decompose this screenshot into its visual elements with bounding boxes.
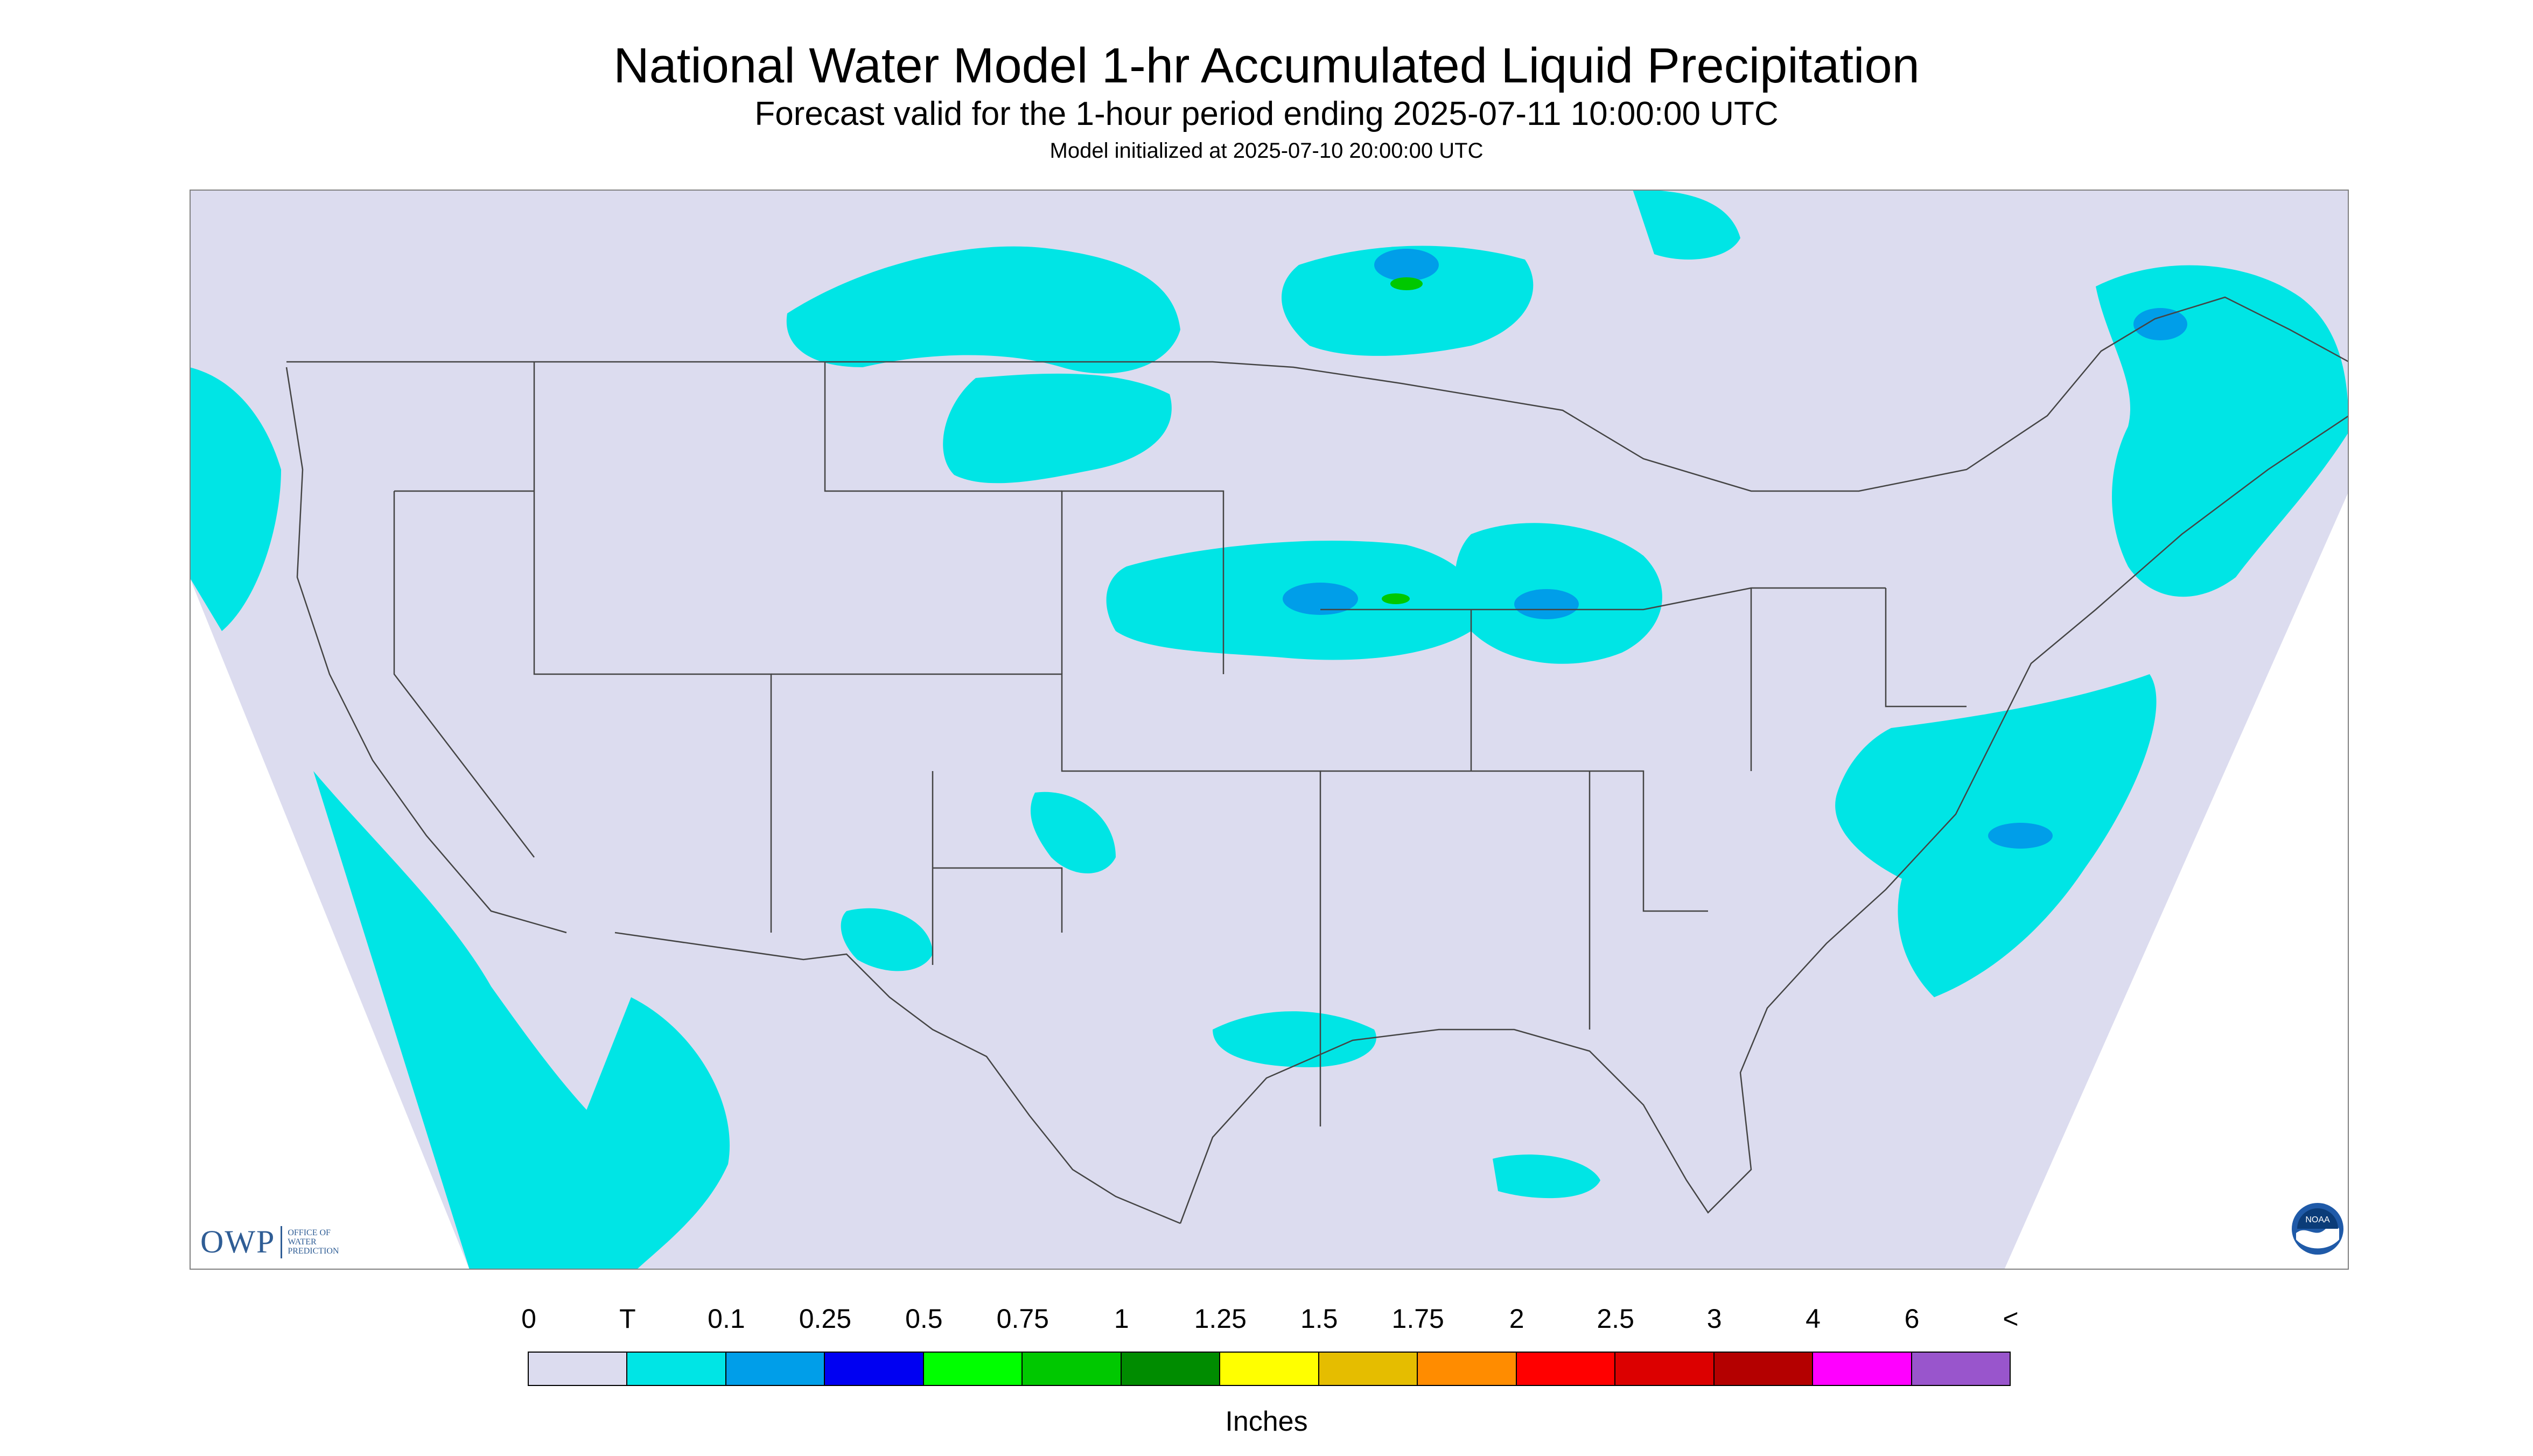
owp-logo-subtext: OFFICE OF WATER PREDICTION (288, 1228, 339, 1256)
gulf-coast-line (1179, 415, 2349, 1224)
precip-heavy-layer (1382, 277, 1423, 604)
legend-tick-label: 4 (1806, 1304, 1821, 1334)
legend-units: Inches (1225, 1406, 1308, 1437)
noaa-logo: NOAA (2292, 1203, 2343, 1255)
precip-manitoba (1281, 246, 1534, 356)
legend-tick-label: 3 (1706, 1304, 1722, 1334)
owp-logo-line-1: OFFICE OF (288, 1228, 331, 1237)
owp-logo-line-3: PREDICTION (288, 1247, 339, 1256)
precip-trace-layer (190, 190, 2349, 1270)
legend-swatch (725, 1352, 825, 1386)
legend-swatch (1021, 1352, 1122, 1386)
legend-swatches (528, 1352, 2011, 1387)
legend-swatch (1713, 1352, 1814, 1386)
state-lines-10 (932, 771, 1063, 965)
legend-swatch (824, 1352, 924, 1386)
model-init-time: Model initialized at 2025-07-10 20:00:00… (1049, 139, 1484, 163)
map-title: National Water Model 1-hr Accumulated Li… (613, 38, 1920, 93)
state-lines-5 (1320, 770, 1708, 912)
legend-swatch (1812, 1352, 1912, 1386)
owp-logo: OWP OFFICE OF WATER PREDICTION (200, 1223, 339, 1261)
precip-core-3 (1514, 589, 1579, 619)
precip-moderate-layer (1283, 249, 2187, 849)
state-lines-9 (393, 490, 535, 858)
west-coast (285, 367, 567, 934)
legend-tick-label: 0.1 (708, 1304, 745, 1334)
precip-core-1 (1374, 249, 1439, 281)
precip-new-england (2096, 265, 2349, 597)
state-lines-6 (1320, 587, 1886, 611)
no-data-wedge-right (2004, 491, 2349, 1270)
owp-logo-divider (281, 1226, 283, 1258)
legend-tick-label: < (2003, 1304, 2019, 1334)
state-lines-3 (1061, 490, 1224, 674)
us-canada-border (286, 296, 2349, 492)
precip-new-mexico (1030, 792, 1116, 873)
precip-legend: 0 T 0.1 0.25 0.5 0.75 1 1.25 1.5 1.75 2 2.5 3 4 6 < (521, 1303, 2019, 1389)
legend-tick-label: 0.75 (996, 1304, 1049, 1334)
precip-montana-north (786, 246, 1180, 374)
legend-tick-label: 1.5 (1300, 1304, 1338, 1334)
precip-heavy-1 (1390, 277, 1423, 290)
precip-ontario-north (1633, 190, 1740, 260)
no-data-wedge-left (190, 190, 470, 1270)
state-lines-4 (824, 362, 1062, 492)
precip-north-dakota (943, 373, 1172, 484)
us-mexico-border (614, 932, 1181, 1224)
state-lines-1 (533, 362, 772, 933)
state-lines-11 (1750, 588, 1967, 771)
legend-tick-label: 0.25 (799, 1304, 852, 1334)
boundary-lines (285, 296, 2349, 1224)
precip-core-2 (1283, 583, 1358, 615)
precipitation-map: OWP OFFICE OF WATER PREDICTION NOAA (190, 190, 2349, 1270)
noaa-logo-mark: NOAA (2305, 1215, 2330, 1224)
map-frame (190, 190, 2349, 1270)
precip-gulf-coast (1213, 1011, 1376, 1067)
legend-tick-label: 2 (1509, 1304, 1524, 1334)
map-canvas (190, 190, 2349, 1270)
precip-core-5 (1988, 823, 2053, 849)
legend-swatch (1417, 1352, 1517, 1386)
legend-tick-label: 1 (1114, 1304, 1129, 1334)
legend-swatch (1120, 1352, 1221, 1386)
legend-tick-label: 1.75 (1391, 1304, 1444, 1334)
owp-logo-line-2: WATER (288, 1237, 317, 1247)
precip-core-4 (2133, 308, 2187, 340)
legend-swatch (1911, 1352, 2011, 1386)
legend-tick-label: 1.25 (1194, 1304, 1247, 1334)
owp-logo-mark: OWP (200, 1224, 276, 1259)
map-subtitle: Forecast valid for the 1-hour period end… (754, 95, 1779, 132)
legend-swatch (922, 1352, 1023, 1386)
precip-pacific (190, 367, 281, 631)
legend-swatch (528, 1352, 628, 1386)
legend-swatch (1515, 1352, 1616, 1386)
legend-tick-label: 0 (521, 1304, 536, 1334)
precip-florida-keys (1493, 1154, 1600, 1199)
legend-tick-label: 0.5 (905, 1304, 943, 1334)
legend-swatch (626, 1352, 726, 1386)
precip-texas-west (841, 908, 933, 971)
legend-swatch (1318, 1352, 1418, 1386)
precip-baja (523, 997, 730, 1270)
legend-tick-label: 2.5 (1597, 1304, 1634, 1334)
legend-swatch (1219, 1352, 1319, 1386)
state-lines-2 (771, 673, 1321, 1126)
legend-tick-label: 6 (1904, 1304, 1920, 1334)
legend-tick-label: T (619, 1304, 636, 1334)
precip-heavy-2 (1382, 593, 1410, 604)
legend-swatch (1614, 1352, 1715, 1386)
